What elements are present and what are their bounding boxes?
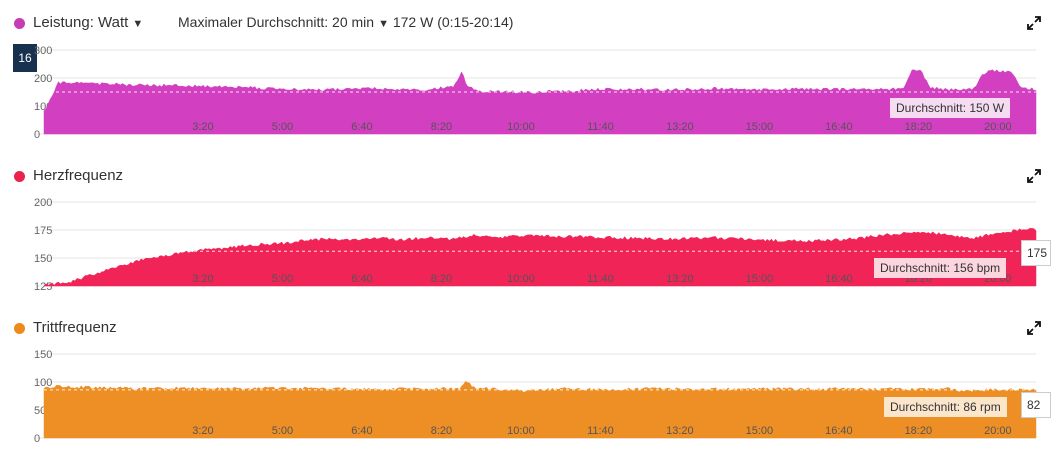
x-tick-label: 6:40 xyxy=(351,121,372,133)
x-tick-label: 8:20 xyxy=(431,273,452,285)
x-tick-label: 15:00 xyxy=(746,425,774,437)
x-tick-label: 6:40 xyxy=(351,273,372,285)
power-average-label: Durchschnitt: 150 W xyxy=(890,98,1011,118)
chevron-down-icon[interactable]: ▼ xyxy=(132,18,144,30)
x-tick-label: 16:40 xyxy=(825,425,853,437)
x-tick-label: 18:20 xyxy=(905,121,933,133)
y-tick-label: 200 xyxy=(34,197,52,209)
x-tick-label: 5:00 xyxy=(272,273,293,285)
x-tick-label: 10:00 xyxy=(507,121,535,133)
x-tick-label: 11:40 xyxy=(587,121,614,133)
power-metric-selector[interactable]: Leistung: Watt ▼ xyxy=(33,14,144,31)
y-tick-label: 0 xyxy=(34,129,40,141)
heartrate-tooltip: 175 xyxy=(1021,240,1051,266)
y-tick-label: 100 xyxy=(34,377,52,389)
heartrate-average-label: Durchschnitt: 156 bpm xyxy=(874,258,1007,278)
x-tick-label: 16:40 xyxy=(825,273,853,285)
max-average-selector[interactable]: Maximaler Durchschnitt: 20 min ▼ 172 W (0… xyxy=(178,14,514,30)
series-area xyxy=(43,381,1037,439)
x-tick-label: 20:00 xyxy=(984,425,1012,437)
heartrate-title: Herzfrequenz xyxy=(33,167,124,184)
max-average-value: 172 W (0:15-20:14) xyxy=(392,14,514,30)
expand-icon[interactable] xyxy=(1027,16,1041,30)
series-area xyxy=(43,228,1037,287)
cadence-panel-header: Trittfrequenz xyxy=(0,317,1061,341)
cursor-value-box: 16 xyxy=(13,44,37,72)
y-tick-label: 125 xyxy=(34,281,52,293)
cadence-title: Trittfrequenz xyxy=(33,319,117,336)
chevron-down-icon[interactable]: ▼ xyxy=(378,18,389,30)
y-tick-label: 0 xyxy=(34,433,40,445)
series-area xyxy=(43,69,1037,135)
x-tick-label: 13:20 xyxy=(666,121,694,133)
cadence-legend-dot xyxy=(14,323,25,334)
cadence-average-label: Durchschnitt: 86 rpm xyxy=(884,397,1007,417)
x-tick-label: 8:20 xyxy=(431,425,452,437)
x-tick-label: 13:20 xyxy=(666,425,694,437)
expand-icon[interactable] xyxy=(1027,321,1041,335)
x-tick-label: 3:20 xyxy=(192,425,213,437)
x-tick-label: 15:00 xyxy=(746,121,774,133)
heartrate-panel-header: Herzfrequenz xyxy=(0,165,1061,189)
x-tick-label: 8:20 xyxy=(431,121,452,133)
y-tick-label: 150 xyxy=(34,349,52,361)
x-tick-label: 5:00 xyxy=(272,425,293,437)
expand-icon[interactable] xyxy=(1027,169,1041,183)
x-tick-label: 20:00 xyxy=(984,121,1012,133)
x-tick-label: 11:40 xyxy=(587,425,614,437)
x-tick-label: 18:20 xyxy=(905,425,933,437)
x-tick-label: 13:20 xyxy=(666,273,694,285)
x-tick-label: 3:20 xyxy=(192,273,213,285)
x-tick-label: 16:40 xyxy=(825,121,853,133)
x-tick-label: 15:00 xyxy=(746,273,774,285)
y-tick-label: 300 xyxy=(34,45,52,57)
x-tick-label: 10:00 xyxy=(507,273,535,285)
heartrate-legend-dot xyxy=(14,171,25,182)
x-tick-label: 3:20 xyxy=(192,121,213,133)
y-tick-label: 150 xyxy=(34,253,52,265)
x-tick-label: 11:40 xyxy=(587,273,614,285)
y-tick-label: 200 xyxy=(34,73,52,85)
power-panel-header: Leistung: Watt ▼ Maximaler Durchschnitt: … xyxy=(0,12,1061,36)
y-tick-label: 50 xyxy=(34,405,46,417)
x-tick-label: 5:00 xyxy=(272,121,293,133)
y-tick-label: 175 xyxy=(34,225,52,237)
power-legend-dot xyxy=(14,18,25,29)
cadence-tooltip: 82 xyxy=(1021,392,1051,418)
x-tick-label: 10:00 xyxy=(507,425,535,437)
x-tick-label: 6:40 xyxy=(351,425,372,437)
